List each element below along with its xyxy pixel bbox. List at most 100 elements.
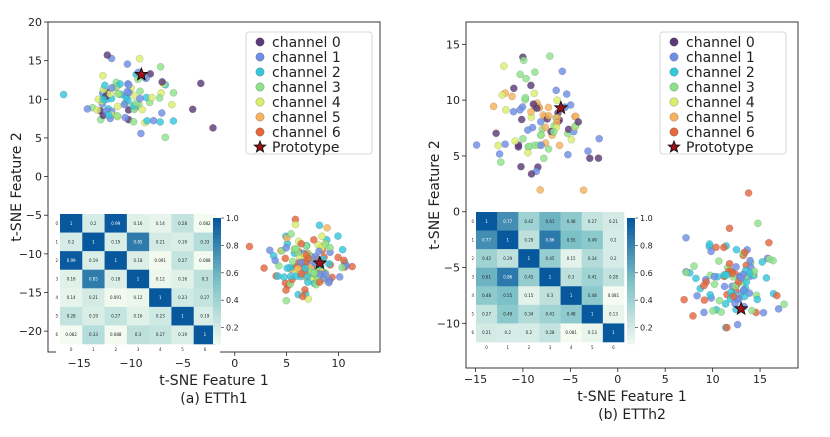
heatmap-value: 0.088 bbox=[199, 258, 211, 263]
scatter-point bbox=[544, 145, 553, 153]
heatmap-value: 0.45 bbox=[524, 275, 533, 280]
heatmap-cell bbox=[602, 267, 625, 287]
heatmap-value: 1 bbox=[528, 256, 531, 261]
scatter-point bbox=[709, 307, 717, 315]
heatmap-cell bbox=[82, 306, 105, 326]
scatter-point bbox=[509, 107, 518, 116]
heatmap-cell bbox=[581, 212, 604, 231]
scatter-point bbox=[758, 258, 767, 266]
heatmap-value: 0.85 bbox=[134, 239, 143, 244]
scatter-point bbox=[566, 101, 575, 109]
heatmap-value: 1 bbox=[506, 237, 509, 242]
colorbar-segment bbox=[213, 310, 221, 315]
heatmap-value: 0.14 bbox=[67, 295, 76, 300]
x-tick-label: 5 bbox=[283, 357, 290, 370]
scatter-point bbox=[555, 141, 564, 150]
heatmap-value: 0.14 bbox=[156, 221, 165, 226]
scatter-point bbox=[274, 272, 282, 280]
heatmap-cell bbox=[539, 230, 561, 250]
heatmap-value: 0.21 bbox=[609, 219, 618, 224]
scatter-point bbox=[499, 62, 508, 70]
colorbar-segment bbox=[627, 310, 635, 315]
scatter-point bbox=[275, 261, 283, 270]
heatmap-value: 0.2 bbox=[505, 330, 512, 335]
heatmap-row-label: 5 bbox=[55, 314, 58, 319]
heatmap-cell bbox=[539, 267, 561, 287]
heatmap-value: 0.19 bbox=[178, 239, 187, 244]
scatter-point bbox=[762, 274, 771, 282]
heatmap-value: 0.27 bbox=[200, 295, 209, 300]
scatter-point bbox=[315, 221, 324, 230]
y-tick-label: 15 bbox=[28, 55, 42, 68]
scatter-point bbox=[301, 285, 309, 294]
heatmap-cell bbox=[149, 214, 172, 233]
legend-label: channel 0 bbox=[686, 35, 755, 51]
heatmap-value: 0.99 bbox=[67, 258, 76, 263]
heatmap-value: 0.2 bbox=[68, 239, 75, 244]
scatter-point bbox=[496, 158, 505, 166]
scatter-point bbox=[302, 251, 311, 259]
scatter-point bbox=[315, 278, 324, 287]
heatmap-value: 0.081 bbox=[565, 330, 577, 335]
scatter-point bbox=[265, 246, 274, 255]
y-tick-label: 5 bbox=[453, 150, 460, 163]
scatter-point bbox=[537, 141, 546, 150]
heatmap-cell bbox=[539, 212, 561, 231]
scatter-point bbox=[527, 81, 535, 90]
scatter-point bbox=[472, 141, 481, 149]
scatter-point bbox=[116, 80, 124, 88]
scatter-point bbox=[280, 273, 288, 281]
scatter-point bbox=[338, 245, 347, 254]
scatter-point bbox=[517, 162, 525, 171]
scatter-point bbox=[710, 272, 719, 281]
scatter-point bbox=[525, 142, 534, 151]
y-tick-label: −20 bbox=[19, 325, 42, 338]
legend-label: channel 5 bbox=[686, 110, 755, 126]
scatter-point bbox=[311, 252, 320, 261]
heatmap-col-label: 4 bbox=[570, 345, 573, 350]
scatter-point bbox=[508, 92, 516, 101]
scatter-point bbox=[549, 128, 558, 136]
scatter-point bbox=[739, 286, 748, 294]
heatmap-value: 0.33 bbox=[89, 332, 98, 337]
heatmap-value: 0.15 bbox=[524, 293, 533, 298]
legend-label: Prototype bbox=[272, 140, 340, 156]
heatmap-value: 0.082 bbox=[199, 221, 211, 226]
heatmap-value: 0.41 bbox=[546, 312, 555, 317]
x-tick-label: −15 bbox=[464, 373, 487, 386]
scatter-point bbox=[283, 264, 292, 273]
heatmap-value: 0.28 bbox=[609, 275, 618, 280]
colorbar-segment bbox=[213, 293, 221, 299]
scatter-point bbox=[544, 103, 553, 112]
colorbar-segment bbox=[627, 331, 635, 336]
heatmap-cell bbox=[82, 214, 105, 233]
heatmap-cell bbox=[497, 323, 519, 343]
scatter-point bbox=[732, 263, 740, 271]
y-tick-label: 20 bbox=[28, 16, 42, 29]
scatter-point bbox=[689, 312, 697, 320]
heatmap-cell bbox=[126, 288, 150, 308]
heatmap-cell bbox=[193, 214, 217, 233]
scatter-point bbox=[748, 306, 756, 315]
scatter-point bbox=[298, 292, 307, 301]
colorbar-segment bbox=[627, 251, 635, 257]
heatmap-cell bbox=[193, 288, 217, 308]
scatter-point bbox=[169, 117, 178, 125]
heatmap-value: 0.34 bbox=[524, 312, 533, 317]
heatmap-cell bbox=[581, 323, 604, 343]
scatter-point bbox=[754, 219, 762, 228]
heatmap-cell bbox=[60, 269, 83, 289]
scatter-point bbox=[680, 295, 688, 304]
scatter-point bbox=[725, 224, 734, 233]
heatmap-cell bbox=[149, 306, 172, 326]
heatmap-cell bbox=[193, 251, 217, 271]
heatmap-cell bbox=[497, 230, 519, 250]
heatmap-cell bbox=[581, 286, 604, 306]
heatmap-value: 0.29 bbox=[503, 256, 512, 261]
heatmap-cell bbox=[476, 212, 498, 231]
heatmap-cell bbox=[581, 230, 604, 250]
scatter-point bbox=[545, 112, 553, 120]
scatter-point bbox=[501, 140, 509, 148]
legend-label: channel 4 bbox=[686, 95, 755, 111]
